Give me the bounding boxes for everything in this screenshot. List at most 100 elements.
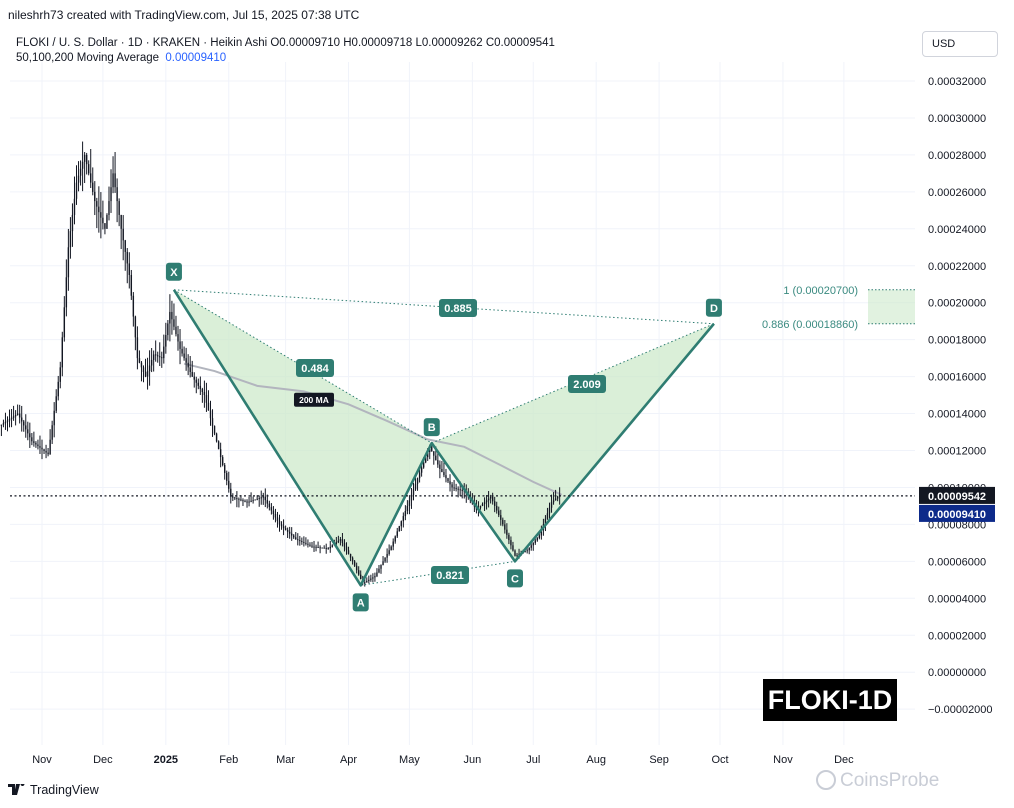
candle-body [0,424,3,426]
candle-body [341,539,344,543]
author-bar: nileshrh73 created with TradingView.com,… [0,0,1014,28]
candle-body [404,511,407,517]
currency-button[interactable]: USD [922,31,998,57]
candle-body [81,161,84,169]
candle-body [106,214,108,229]
candle-body [173,319,175,327]
ma-price-tag [919,504,995,522]
y-tick-label: 0.00028000 [928,150,986,162]
candle-body [502,519,504,525]
price-tags: 0.00009542 0.00009410 [10,486,995,522]
candle-body [270,507,273,511]
coin-icon [816,770,836,790]
y-tick-label: 0.00018000 [928,335,986,347]
candle-body [14,414,17,417]
candle-body [177,334,179,342]
candle-body [47,452,49,455]
candle-body [136,337,139,359]
candle-body [485,500,488,503]
candle-body [238,498,240,500]
candle-body [288,531,291,534]
candle-body [254,499,256,501]
candle-body [87,164,90,174]
candle-body [437,460,439,465]
candle-body [459,489,461,491]
candle-body [23,421,25,426]
candle-body [55,396,57,411]
candle-body [157,355,159,357]
candle-body [427,451,429,458]
candle-body [351,557,354,562]
y-tick-label: 0.00020000 [928,298,986,310]
candle-body [496,505,498,511]
candle-body [29,433,31,438]
candle-body [479,505,482,508]
candle-body [148,365,151,372]
candle-body [453,487,455,489]
candle-body [246,501,248,503]
ratio-label: 0.484 [301,363,329,375]
candle-body [262,496,264,498]
candle-body [185,358,187,363]
candle-body [130,274,133,296]
candle-body [443,472,445,476]
candle-body [317,547,319,549]
y-tick-label: 0.00016000 [928,372,986,384]
ratio-box [296,359,334,377]
candle-body [424,457,427,463]
candle-body [236,498,238,500]
point-box [165,262,182,281]
y-tick-label: 0.00030000 [928,113,986,125]
target-level-label: 0.886 (0.00018860) [762,319,858,331]
y-tick-label: −0.00002000 [928,704,993,716]
candle-body [75,182,78,199]
x-tick-label: Nov [32,754,52,766]
candle-body [402,516,405,522]
candle-body [183,353,185,359]
watermark: CoinsProbe [816,770,939,792]
candle-body [16,413,19,415]
candle-body [152,354,155,360]
candle-body [514,550,516,556]
candle-body [315,546,317,548]
candle-body [49,439,51,455]
candle-body [128,263,130,275]
candle-body [293,535,295,538]
candle-body [144,371,147,377]
candle-body [39,446,41,448]
ratio-label: 0.885 [444,303,472,315]
candle-body [368,579,370,582]
candle-body [90,173,92,183]
candle-body [532,542,534,546]
candle-body [554,498,557,501]
point-label: D [710,303,718,315]
ma-tag: 200 MA [299,395,329,405]
candle-body [37,444,39,447]
triangle-bcd [431,323,714,562]
last-price-label: 0.00009542 [928,491,986,503]
triangle-xab [173,289,432,586]
point-label: C [511,573,519,585]
candle-body [77,175,80,183]
y-tick-label: 0.00032000 [928,76,986,88]
candle-body [108,201,110,215]
candle-body [398,526,400,532]
y-tick-label: 0.00000000 [928,667,986,679]
candle-body [337,540,340,543]
candle-body [2,423,5,425]
x-tick-label: May [399,754,420,766]
candle-body [112,173,114,188]
candle-body [61,337,63,368]
candle-body [544,518,547,525]
candle-body [530,545,532,548]
candle-body [378,568,380,573]
candle-body [187,362,189,368]
x-tick-label: Jul [526,754,540,766]
candle-body [449,481,451,485]
y-tick-label: 0.00002000 [928,630,986,642]
x-tick-label: Feb [219,754,238,766]
candle-body [65,277,68,308]
y-tick-label: 0.00008000 [928,519,986,531]
harmonic-pattern [173,289,714,586]
